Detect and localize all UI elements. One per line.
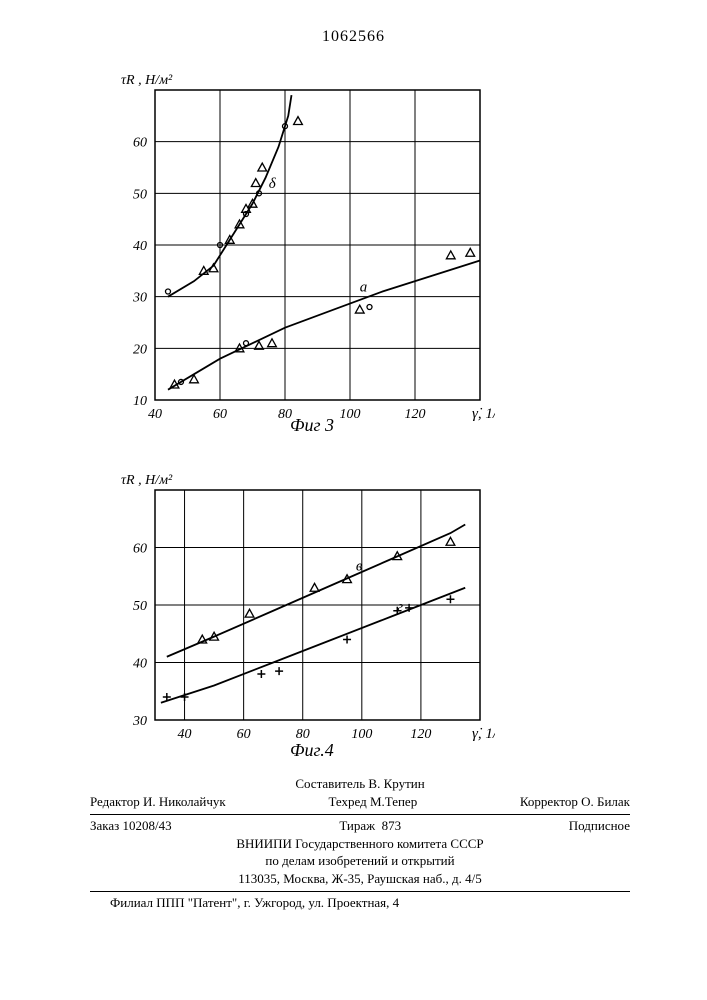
svg-text:20: 20 xyxy=(133,342,147,357)
svg-text:40: 40 xyxy=(133,657,147,672)
divider-1 xyxy=(90,814,630,815)
svg-text:γ̇, 1/с: γ̇, 1/с xyxy=(472,726,495,742)
svg-text:60: 60 xyxy=(133,136,147,151)
addr1: 113035, Москва, Ж-35, Раушская наб., д. … xyxy=(90,870,630,888)
tirazh: Тираж 873 xyxy=(339,817,401,835)
footer: Составитель В. Крутин Редактор И. Никола… xyxy=(90,775,630,912)
blank2 xyxy=(627,775,630,793)
credits-row-2: Редактор И. Николайчук Техред М.Тепер Ко… xyxy=(90,793,630,811)
svg-text:60: 60 xyxy=(213,407,227,422)
blank xyxy=(90,775,93,793)
svg-text:τR , Н/м²: τR , Н/м² xyxy=(121,73,173,88)
techred: Техред М.Тепер xyxy=(328,793,417,811)
fig3-chart: 406080100120102030405060γ̇, 1/сτR , Н/м²… xyxy=(105,70,495,430)
fig3-caption: Фиг 3 xyxy=(290,415,334,436)
corrector: Корректор О. Билак xyxy=(520,793,630,811)
composer: Составитель В. Крутин xyxy=(295,775,424,793)
svg-text:τR , Н/м²: τR , Н/м² xyxy=(121,473,173,488)
fig4-caption: Фиг.4 xyxy=(290,740,334,761)
svg-text:50: 50 xyxy=(133,599,147,614)
svg-text:40: 40 xyxy=(178,727,192,742)
editor: Редактор И. Николайчук xyxy=(90,793,226,811)
svg-text:60: 60 xyxy=(133,542,147,557)
svg-text:120: 120 xyxy=(405,407,426,422)
order: Заказ 10208/43 xyxy=(90,817,172,835)
svg-text:γ̇, 1/с: γ̇, 1/с xyxy=(472,406,495,422)
fig4-chart: 40608010012030405060γ̇, 1/сτR , Н/м²вг xyxy=(105,470,495,750)
branch: Филиал ППП "Патент", г. Ужгород, ул. Про… xyxy=(90,894,630,912)
page-number: 1062566 xyxy=(0,28,707,46)
svg-text:40: 40 xyxy=(148,407,162,422)
sub: Подписное xyxy=(569,817,630,835)
svg-text:30: 30 xyxy=(132,291,147,306)
svg-text:40: 40 xyxy=(133,239,147,254)
svg-text:в: в xyxy=(356,559,363,575)
divider-2 xyxy=(90,891,630,892)
order-row: Заказ 10208/43 Тираж 873 Подписное xyxy=(90,817,630,835)
credits-row-1: Составитель В. Крутин xyxy=(90,775,630,793)
svg-text:100: 100 xyxy=(351,727,372,742)
org1: ВНИИПИ Государственного комитета СССР xyxy=(90,835,630,853)
svg-text:100: 100 xyxy=(340,407,361,422)
svg-text:60: 60 xyxy=(237,727,251,742)
svg-text:120: 120 xyxy=(410,727,431,742)
page: 1062566 406080100120102030405060γ̇, 1/сτ… xyxy=(0,0,707,1000)
svg-text:30: 30 xyxy=(132,714,147,729)
org2: по делам изобретений и открытий xyxy=(90,852,630,870)
svg-text:10: 10 xyxy=(133,394,147,409)
svg-text:г: г xyxy=(397,599,403,615)
svg-text:a: a xyxy=(360,280,368,296)
svg-text:δ: δ xyxy=(269,176,277,192)
svg-text:50: 50 xyxy=(133,187,147,202)
